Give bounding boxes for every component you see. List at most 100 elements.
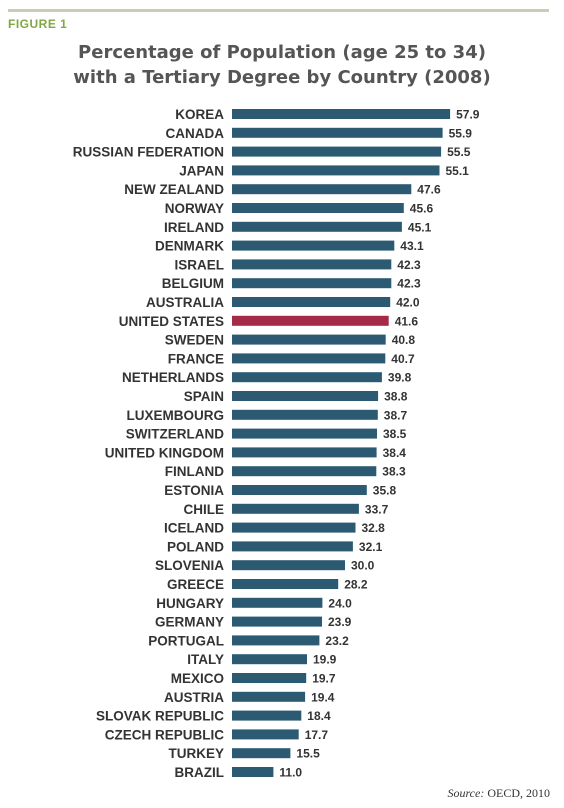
value-label-canada: 55.9	[449, 126, 473, 140]
category-label-russian-federation: RUSSIAN FEDERATION	[73, 145, 224, 160]
value-label-belgium: 42.3	[397, 277, 421, 291]
category-label-chile: CHILE	[184, 502, 225, 517]
category-label-hungary: HUNGARY	[156, 596, 224, 611]
bar-slovak-republic	[232, 710, 302, 721]
bar-finland	[232, 466, 377, 477]
bar-czech-republic	[232, 729, 299, 740]
bar-hungary	[232, 597, 323, 608]
value-label-united-states: 41.6	[395, 314, 419, 328]
value-label-brazil: 11.0	[279, 766, 302, 780]
value-label-iceland: 32.8	[362, 521, 386, 535]
category-label-ireland: IRELAND	[164, 220, 224, 235]
bar-spain	[232, 391, 379, 401]
value-label-netherlands: 39.8	[388, 371, 412, 385]
value-label-chile: 33.7	[365, 502, 389, 516]
value-label-portugal: 23.2	[325, 634, 349, 648]
bar-norway	[232, 203, 404, 213]
category-label-luxembourg: LUXEMBOURG	[127, 408, 225, 423]
bar-iceland	[232, 522, 356, 533]
value-label-australia: 42.0	[396, 296, 420, 310]
value-label-finland: 38.3	[382, 465, 406, 479]
category-label-denmark: DENMARK	[155, 239, 224, 254]
bar-estonia	[232, 485, 367, 495]
category-label-brazil: BRAZIL	[175, 765, 225, 780]
value-label-russian-federation: 55.5	[447, 145, 471, 159]
value-label-spain: 38.8	[384, 390, 408, 404]
bar-belgium	[232, 278, 392, 289]
bar-united-states	[232, 315, 389, 326]
bar-new-zealand	[232, 184, 412, 195]
value-label-estonia: 35.8	[373, 484, 397, 498]
bar-germany	[232, 616, 322, 627]
bar-russian-federation	[232, 146, 442, 157]
value-label-norway: 45.6	[410, 202, 434, 216]
category-label-greece: GREECE	[167, 577, 224, 592]
chart-title-line-1: Percentage of Population (age 25 to 34)	[78, 42, 486, 63]
bar-portugal	[232, 635, 320, 646]
bar-luxembourg	[232, 409, 378, 420]
value-label-italy: 19.9	[313, 653, 337, 667]
category-label-iceland: ICELAND	[164, 521, 224, 536]
bar-switzerland	[232, 428, 377, 439]
value-label-denmark: 43.1	[400, 239, 424, 253]
category-label-italy: ITALY	[187, 652, 224, 667]
category-label-austria: AUSTRIA	[164, 690, 224, 705]
category-label-poland: POLAND	[167, 539, 224, 554]
value-label-ireland: 45.1	[408, 220, 432, 234]
category-label-australia: AUSTRALIA	[146, 295, 224, 310]
bar-canada	[232, 127, 443, 138]
value-label-hungary: 24.0	[328, 596, 352, 610]
bar-austria	[232, 691, 306, 702]
bar-brazil	[232, 767, 274, 777]
category-label-mexico: MEXICO	[171, 671, 224, 686]
value-label-sweden: 40.8	[392, 333, 416, 347]
bar-japan	[232, 165, 440, 176]
figure-label: FIGURE 1	[8, 17, 68, 31]
value-label-israel: 42.3	[397, 258, 421, 272]
value-label-korea: 57.9	[456, 108, 480, 122]
bar-greece	[232, 579, 339, 589]
value-label-switzerland: 38.5	[383, 427, 407, 441]
category-label-korea: KOREA	[175, 107, 224, 122]
value-label-new-zealand: 47.6	[417, 183, 441, 197]
category-label-czech-republic: CZECH REPUBLIC	[105, 727, 225, 742]
category-label-israel: ISRAEL	[174, 257, 224, 272]
value-label-united-kingdom: 38.4	[383, 446, 407, 460]
category-label-france: FRANCE	[168, 351, 224, 366]
category-label-slovenia: SLOVENIA	[155, 558, 224, 573]
category-label-switzerland: SWITZERLAND	[126, 427, 224, 442]
category-label-finland: FINLAND	[165, 464, 224, 479]
category-label-slovak-republic: SLOVAK REPUBLIC	[96, 709, 224, 724]
bar-chile	[232, 503, 359, 514]
category-label-japan: JAPAN	[179, 163, 224, 178]
chart-title: Percentage of Population (age 25 to 34) …	[0, 40, 564, 90]
bar-netherlands	[232, 372, 382, 383]
bar-denmark	[232, 240, 395, 251]
value-label-poland: 32.1	[359, 540, 383, 554]
value-label-japan: 55.1	[446, 164, 470, 178]
category-label-netherlands: NETHERLANDS	[122, 370, 224, 385]
bar-israel	[232, 259, 392, 270]
category-label-united-kingdom: UNITED KINGDOM	[105, 445, 224, 460]
bar-sweden	[232, 334, 386, 345]
source-text: OECD, 2010	[487, 786, 550, 800]
value-label-luxembourg: 38.7	[384, 408, 408, 422]
category-label-turkey: TURKEY	[168, 746, 224, 761]
value-label-turkey: 15.5	[296, 747, 320, 761]
source-note: Source: OECD, 2010	[447, 786, 550, 801]
top-rule	[8, 9, 549, 12]
category-label-canada: CANADA	[166, 126, 225, 141]
bar-korea	[232, 109, 451, 119]
value-label-mexico: 19.7	[312, 672, 336, 686]
category-label-norway: NORWAY	[165, 201, 224, 216]
category-label-germany: GERMANY	[155, 615, 224, 630]
bar-turkey	[232, 748, 291, 759]
bar-united-kingdom	[232, 447, 377, 458]
chart-title-line-2: with a Tertiary Degree by Country (2008)	[73, 67, 491, 88]
category-label-united-states: UNITED STATES	[119, 314, 224, 329]
bar-ireland	[232, 221, 402, 232]
bar-slovenia	[232, 560, 345, 571]
value-label-czech-republic: 17.7	[305, 728, 329, 742]
value-label-slovenia: 30.0	[351, 559, 375, 573]
